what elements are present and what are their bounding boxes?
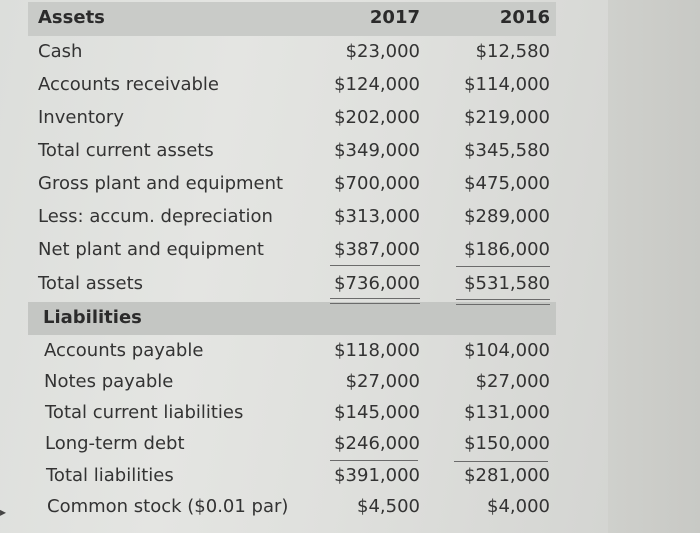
liability-row-long-term-debt: Long-term debt $246,000 $150,000 <box>0 428 608 460</box>
liability-row-notes-payable: Notes payable $27,000 $27,000 <box>0 366 608 398</box>
row-label: Gross plant and equipment <box>38 173 284 194</box>
page-edge-shadow <box>608 0 700 533</box>
column-header-2016: 2016 <box>499 7 550 28</box>
value-2016: $4,000 <box>487 496 550 517</box>
liability-row-total-liabilities: Total liabilities $391,000 $281,000 <box>0 460 608 492</box>
row-label: Net plant and equipment <box>38 239 264 260</box>
liabilities-header-band <box>28 302 556 335</box>
value-2017: $391,000 <box>334 465 420 486</box>
asset-row-inventory: Inventory $202,000 $219,000 <box>0 102 608 134</box>
value-2016: $219,000 <box>464 107 550 128</box>
value-2016: $12,580 <box>475 41 550 62</box>
value-2017: $700,000 <box>334 173 420 194</box>
row-label: Notes payable <box>44 371 174 392</box>
value-2017: $145,000 <box>334 402 420 423</box>
assets-heading: Assets <box>38 7 105 28</box>
asset-row-accounts-receivable: Accounts receivable $124,000 $114,000 <box>0 69 608 101</box>
row-label: Total assets <box>38 273 144 294</box>
row-label: Total liabilities <box>46 465 174 486</box>
row-label: Less: accum. depreciation <box>38 206 273 227</box>
row-label: Long-term debt <box>45 433 185 454</box>
liabilities-underline-2016 <box>454 461 548 462</box>
subtotal-underline-2017 <box>330 265 420 266</box>
total-double-underline-2016 <box>456 299 550 305</box>
asset-row-total-assets: Total assets $736,000 $531,580 <box>0 268 608 300</box>
balance-sheet-table: Assets 2017 2016 Cash $23,000 $12,580 Ac… <box>0 0 608 533</box>
value-2017: $349,000 <box>334 140 420 161</box>
assets-header-band <box>28 2 556 36</box>
row-label: Cash <box>38 41 83 62</box>
caret-icon: ▸ <box>0 505 7 519</box>
liabilities-underline-2017 <box>330 460 418 461</box>
assets-header-row: Assets 2017 2016 <box>0 2 608 34</box>
total-double-underline-2017 <box>330 298 420 304</box>
liability-row-total-current-liabilities: Total current liabilities $145,000 $131,… <box>0 397 608 429</box>
value-2017: $124,000 <box>334 74 420 95</box>
asset-row-total-current-assets: Total current assets $349,000 $345,580 <box>0 135 608 167</box>
value-2017: $27,000 <box>345 371 420 392</box>
row-label: Accounts receivable <box>38 74 220 95</box>
column-header-2017: 2017 <box>369 7 420 28</box>
value-2016: $104,000 <box>464 340 550 361</box>
value-2016: $186,000 <box>464 239 550 260</box>
row-label: Total current assets <box>38 140 214 161</box>
value-2016: $150,000 <box>464 433 550 454</box>
value-2017: $4,500 <box>357 496 420 517</box>
value-2017: $313,000 <box>334 206 420 227</box>
value-2016: $345,580 <box>464 140 550 161</box>
value-2016: $531,580 <box>464 273 550 294</box>
value-2016: $281,000 <box>464 465 550 486</box>
value-2017: $202,000 <box>334 107 420 128</box>
asset-row-cash: Cash $23,000 $12,580 <box>0 36 608 68</box>
value-2017: $118,000 <box>334 340 420 361</box>
asset-row-gross-plant: Gross plant and equipment $700,000 $475,… <box>0 168 608 200</box>
liability-row-accounts-payable: Accounts payable $118,000 $104,000 <box>0 335 608 367</box>
value-2016: $27,000 <box>475 371 550 392</box>
row-label: Total current liabilities <box>45 402 244 423</box>
row-label: Inventory <box>38 107 124 128</box>
subtotal-underline-2016 <box>456 266 550 267</box>
row-label: Accounts payable <box>44 340 204 361</box>
value-2016: $114,000 <box>464 74 550 95</box>
value-2017: $246,000 <box>334 433 420 454</box>
value-2017: $23,000 <box>345 41 420 62</box>
value-2016: $289,000 <box>464 206 550 227</box>
liability-row-common-stock: Common stock ($0.01 par) $4,500 $4,000 <box>0 491 608 523</box>
asset-row-accum-depreciation: Less: accum. depreciation $313,000 $289,… <box>0 201 608 233</box>
liabilities-heading: Liabilities <box>43 307 142 328</box>
value-2017: $387,000 <box>334 239 420 260</box>
asset-row-net-plant: Net plant and equipment $387,000 $186,00… <box>0 234 608 266</box>
value-2017: $736,000 <box>334 273 420 294</box>
row-label: Common stock ($0.01 par) <box>47 496 289 517</box>
liabilities-header-row: Liabilities <box>0 302 608 334</box>
value-2016: $131,000 <box>464 402 550 423</box>
value-2016: $475,000 <box>464 173 550 194</box>
